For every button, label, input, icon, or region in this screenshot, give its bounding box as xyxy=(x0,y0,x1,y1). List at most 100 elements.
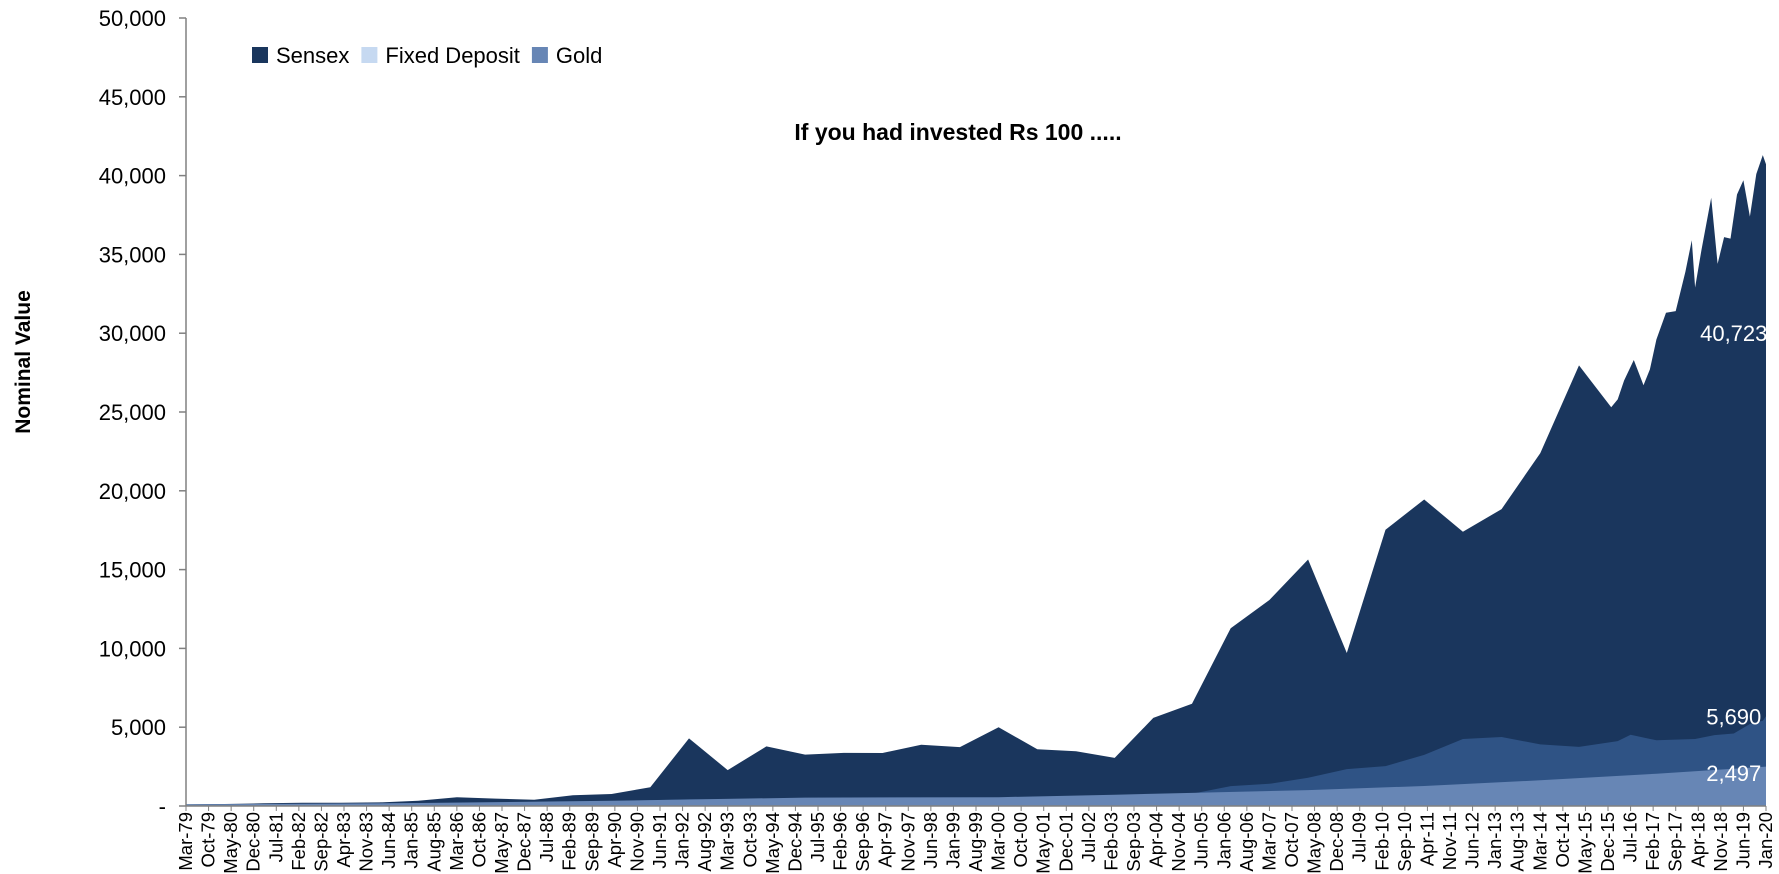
x-tick-label: Dec-01 xyxy=(1055,812,1076,872)
x-tick-label: Jan-06 xyxy=(1213,812,1234,869)
x-tick-label: Aug-06 xyxy=(1236,812,1257,872)
x-tick-label: Mar-79 xyxy=(175,812,196,871)
x-tick-label: Jan-99 xyxy=(942,812,963,869)
y-tick-label: - xyxy=(159,794,166,819)
legend-swatch-gold xyxy=(531,47,548,63)
series-area-sensex xyxy=(186,155,1766,807)
x-tick-label: Apr-11 xyxy=(1416,812,1437,866)
x-tick-label: Jan-20 xyxy=(1755,812,1776,869)
x-tick-label: Feb-10 xyxy=(1371,812,1392,871)
x-tick-label: Apr-18 xyxy=(1687,812,1708,868)
x-tick-label: Aug-13 xyxy=(1507,812,1528,872)
x-tick-label: May-87 xyxy=(491,812,512,874)
x-tick-label: Dec-80 xyxy=(243,812,264,872)
x-tick-label: Aug-99 xyxy=(965,812,986,872)
x-tick-label: Dec-87 xyxy=(514,812,535,872)
x-tick-label: Jun-12 xyxy=(1462,812,1483,869)
x-tick-label: Jun-19 xyxy=(1732,812,1753,869)
x-tick-label: May-08 xyxy=(1304,812,1325,874)
x-tick-label: Dec-15 xyxy=(1597,812,1618,872)
x-tick-label: May-01 xyxy=(1033,812,1054,874)
series-area-gold xyxy=(186,716,1766,806)
legend-label-fixed-deposit: Fixed Deposit xyxy=(385,43,520,68)
x-tick-label: Apr-83 xyxy=(333,812,354,868)
data-label-gold: 5,690 xyxy=(1706,704,1761,729)
y-axis-title: Nominal Value xyxy=(12,290,35,434)
x-tick-label: Mar-86 xyxy=(446,812,467,871)
x-tick-label: Oct-07 xyxy=(1281,812,1302,868)
x-tick-label: Nov-83 xyxy=(356,812,377,872)
chart-title: If you had invested Rs 100 ..... xyxy=(794,119,1121,145)
x-tick-label: Sep-03 xyxy=(1123,812,1144,872)
x-tick-label: May-15 xyxy=(1574,812,1595,874)
x-tick-label: Mar-14 xyxy=(1529,812,1550,871)
y-tick-label: 35,000 xyxy=(99,242,166,267)
x-tick-label: Sep-82 xyxy=(310,812,331,872)
x-tick-label: Jan-92 xyxy=(672,812,693,869)
y-tick-label: 5,000 xyxy=(111,715,166,740)
x-tick-label: Jun-91 xyxy=(649,812,670,869)
y-tick-label: 20,000 xyxy=(99,479,166,504)
x-tick-label: Aug-85 xyxy=(423,812,444,872)
x-tick-label: Jun-84 xyxy=(378,812,399,869)
x-tick-label: Jul-95 xyxy=(807,812,828,862)
x-tick-label: Feb-82 xyxy=(288,812,309,871)
x-tick-label: Sep-96 xyxy=(852,812,873,872)
x-tick-label: Mar-00 xyxy=(988,812,1009,871)
x-tick-label: Apr-04 xyxy=(1146,812,1167,868)
x-tick-label: Jul-81 xyxy=(265,812,286,862)
x-tick-label: Aug-92 xyxy=(694,812,715,872)
data-labels: 40,723 5,690 2,497 xyxy=(1700,321,1767,786)
y-tick-label: 45,000 xyxy=(99,85,166,110)
x-tick-label: Nov-18 xyxy=(1710,812,1731,872)
x-tick-label: Apr-97 xyxy=(875,812,896,868)
x-tick-label: Nov-90 xyxy=(626,812,647,872)
x-tick-label: Feb-89 xyxy=(559,812,580,871)
x-tick-label: Jul-16 xyxy=(1620,812,1641,862)
y-tick-label: 10,000 xyxy=(99,636,166,661)
x-tick-label: Dec-94 xyxy=(784,812,805,872)
x-tick-label: Sep-10 xyxy=(1394,812,1415,872)
x-tick-label: Sep-17 xyxy=(1665,812,1686,872)
y-axis-ticks: - 5,000 10,000 15,000 20,000 25,000 30,000 35,0… xyxy=(99,6,186,819)
x-tick-label: Feb-96 xyxy=(830,812,851,871)
x-tick-label: Jan-85 xyxy=(401,812,422,869)
legend: Sensex Fixed Deposit Gold xyxy=(252,43,602,68)
series-area-fixed-deposit xyxy=(186,766,1766,806)
x-tick-label: Jul-88 xyxy=(536,812,557,862)
x-tick-label: Oct-86 xyxy=(468,812,489,868)
x-tick-label: Oct-79 xyxy=(198,812,219,868)
legend-label-gold: Gold xyxy=(556,43,602,68)
x-tick-label: Mar-07 xyxy=(1258,812,1279,871)
x-tick-label: Nov-04 xyxy=(1168,812,1189,872)
x-tick-label: Nov-97 xyxy=(897,812,918,872)
y-tick-label: 50,000 xyxy=(99,6,166,31)
x-tick-label: Dec-08 xyxy=(1326,812,1347,872)
legend-swatch-fixed-deposit xyxy=(361,47,378,63)
x-tick-label: Oct-93 xyxy=(739,812,760,868)
y-tick-label: 25,000 xyxy=(99,400,166,425)
areas-layer xyxy=(186,155,1766,807)
x-tick-label: Nov-11 xyxy=(1439,812,1460,870)
data-label-sensex: 40,723 xyxy=(1700,321,1767,346)
x-axis-ticks: Mar-79 Oct-79 May-80 Dec-80 Jul-81 Feb-82 Sep-… xyxy=(175,806,1776,874)
x-tick-label: Jul-09 xyxy=(1349,812,1370,862)
legend-label-sensex: Sensex xyxy=(276,43,349,68)
x-tick-label: Sep-89 xyxy=(581,812,602,872)
x-tick-label: Feb-03 xyxy=(1100,812,1121,871)
x-tick-label: May-80 xyxy=(220,812,241,874)
x-tick-label: Jun-05 xyxy=(1191,812,1212,869)
x-tick-label: Oct-14 xyxy=(1552,812,1573,868)
x-tick-label: Jan-13 xyxy=(1484,812,1505,869)
y-tick-label: 30,000 xyxy=(99,321,166,346)
x-tick-label: Jun-98 xyxy=(920,812,941,869)
x-tick-label: Feb-17 xyxy=(1642,812,1663,871)
legend-swatch-sensex xyxy=(252,47,268,63)
x-tick-label: Oct-00 xyxy=(1010,812,1031,868)
y-tick-label: 15,000 xyxy=(99,558,166,583)
data-label-fixed-deposit: 2,497 xyxy=(1706,761,1761,786)
y-tick-label: 40,000 xyxy=(99,164,166,189)
x-tick-label: Apr-90 xyxy=(604,812,625,868)
x-tick-label: Jul-02 xyxy=(1078,812,1099,862)
